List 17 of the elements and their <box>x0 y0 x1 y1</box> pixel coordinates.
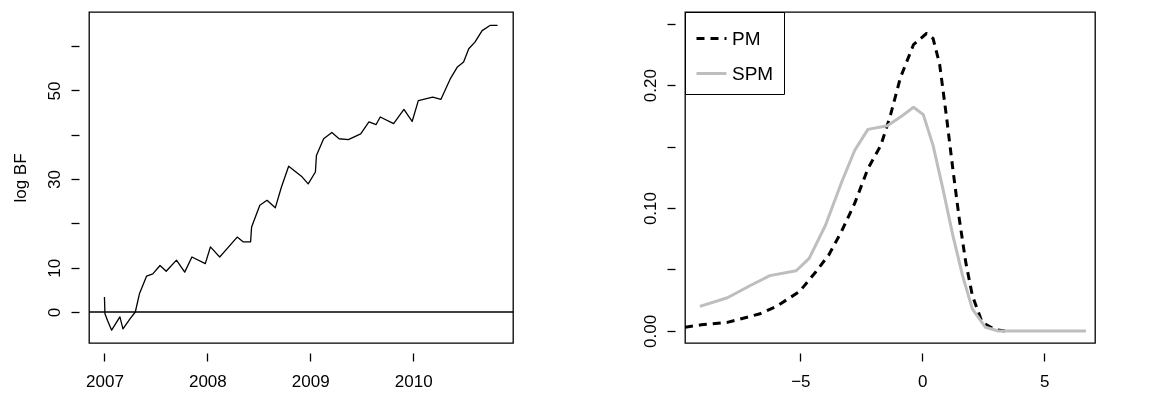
x-tick-label: 2009 <box>291 371 330 391</box>
y-tick-label: 30 <box>44 170 64 190</box>
y-tick-label: 0.20 <box>640 69 660 103</box>
x-tick-label: 2010 <box>394 371 433 391</box>
x-tick-label: 2007 <box>86 371 124 391</box>
x-tick-label: 2008 <box>188 371 227 391</box>
y-tick-label: 0.00 <box>640 314 660 348</box>
x-tick-label: 0 <box>918 371 928 391</box>
x-tick-label: 5 <box>1040 371 1050 391</box>
legend-label: PM <box>732 27 761 49</box>
y-tick-label: 0 <box>44 307 64 318</box>
x-tick-label: −5 <box>791 371 811 391</box>
y-tick-label: 10 <box>44 258 64 278</box>
legend-label: SPM <box>732 62 774 84</box>
y-tick-label: 0.10 <box>640 192 660 226</box>
y-axis-title: log BF <box>10 153 30 203</box>
y-tick-label: 50 <box>44 81 64 101</box>
